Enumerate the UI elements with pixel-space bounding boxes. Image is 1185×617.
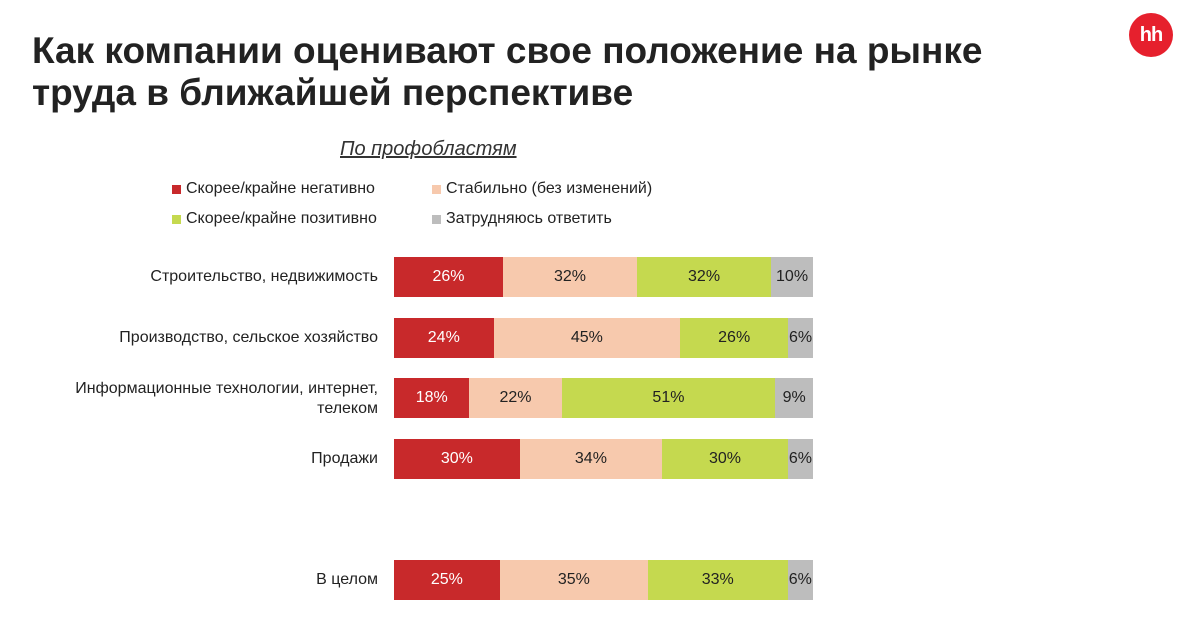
bar-segment-stable: 32% [502,257,638,297]
bar-segment-positive: 32% [637,257,772,297]
bar-segment-negative: 26% [394,257,503,297]
legend-item-positive: Скорее/крайне позитивно [172,210,377,228]
data-label: 34% [574,450,607,467]
bar-segment-unsure: 6% [787,439,813,479]
bar-segment-negative: 24% [394,318,494,358]
bar-segment-stable: 45% [493,318,681,358]
legend-item-unsure: Затрудняюсь ответить [432,210,612,228]
data-label: 32% [553,268,586,285]
data-label: 26% [718,329,751,346]
data-label: 10% [776,268,809,285]
bar-segment-unsure: 6% [787,560,813,600]
data-label: 30% [708,450,742,467]
legend-label: Стабильно (без изменений) [446,180,653,197]
category-label: Производство, сельское хозяйство [119,329,378,346]
legend-item-stable: Стабильно (без изменений) [432,180,652,198]
bar-segment-unsure: 10% [771,257,813,297]
bar-segment-stable: 22% [469,378,562,418]
data-label: 35% [557,571,590,588]
data-label: 45% [570,329,603,346]
category-label: В целом [316,571,378,588]
bar-segment-unsure: 6% [788,318,813,358]
bar-segment-negative: 30% [394,439,520,479]
legend-swatch-negative [172,184,181,194]
data-label: 6% [788,450,812,467]
data-label: 6% [788,329,813,346]
data-label: 22% [499,389,532,406]
legend-label: Затрудняюсь ответить [446,210,612,227]
bar-segment-positive: 26% [680,318,789,358]
data-label: 18% [415,389,448,406]
legend-label: Скорее/крайне позитивно [186,210,377,227]
chart-subtitle: По профобластям [340,138,517,160]
data-label: 32% [688,268,721,285]
data-label: 6% [788,571,812,588]
data-label: 25% [430,571,463,588]
bar-segment-negative: 18% [394,378,470,418]
page-title: Как компании оценивают свое положение на… [32,30,983,113]
category-label: Информационные технологии, интернет, тел… [75,380,378,417]
legend-swatch-positive [172,214,181,224]
bar-segment-positive: 33% [647,560,788,600]
legend-item-negative: Скорее/крайне негативно [172,180,375,198]
category-label: Строительство, недвижимость [150,268,378,285]
legend-label: Скорее/крайне негативно [186,180,375,197]
data-label: 24% [427,329,460,346]
hh-logo: hh [1129,13,1173,57]
data-label: 51% [652,389,685,406]
legend-swatch-stable [432,184,441,194]
bar-segment-unsure: 9% [775,378,813,418]
category-label: Продажи [311,450,378,467]
data-label: 9% [782,389,806,406]
bar-segment-positive: 51% [561,378,776,418]
data-label: 30% [440,450,473,467]
bar-segment-stable: 35% [499,560,648,600]
data-label: 33% [701,571,734,588]
bar-segment-stable: 34% [519,439,663,479]
legend-swatch-unsure [432,214,441,224]
data-label: 26% [432,268,465,285]
bar-segment-negative: 25% [394,560,500,600]
bar-segment-positive: 30% [662,439,788,479]
